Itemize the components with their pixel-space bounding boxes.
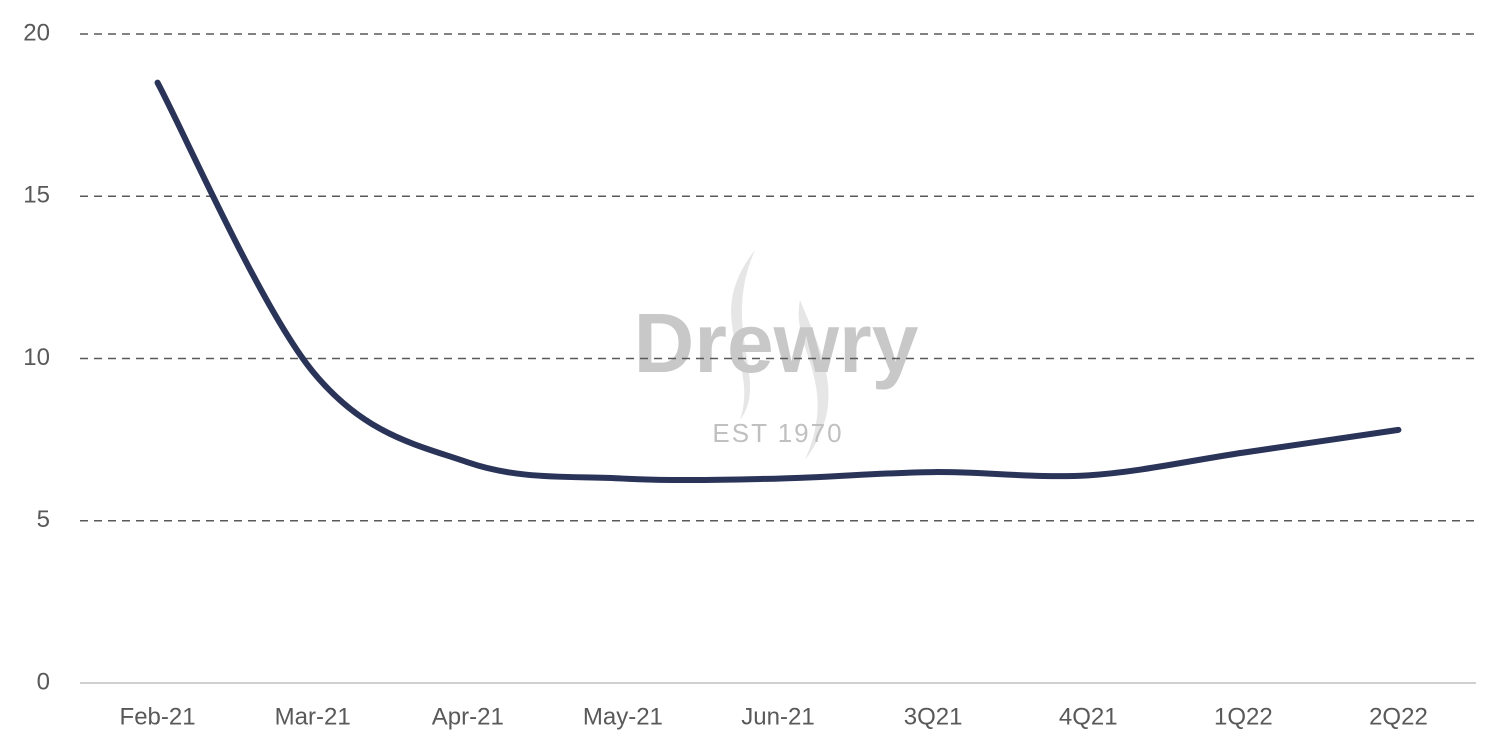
x-tick-label: Mar-21 — [275, 703, 351, 730]
x-tick-label: Jun-21 — [741, 703, 814, 730]
y-tick-label: 10 — [23, 344, 50, 371]
y-tick-label: 20 — [23, 19, 50, 46]
y-tick-label: 0 — [37, 668, 50, 695]
y-tick-label: 15 — [23, 182, 50, 209]
y-tick-label: 5 — [37, 506, 50, 533]
x-tick-label: 1Q22 — [1214, 703, 1273, 730]
x-tick-label: 4Q21 — [1059, 703, 1118, 730]
watermark-title: Drewry — [634, 296, 919, 390]
x-tick-label: 3Q21 — [904, 703, 963, 730]
watermark-subtitle: EST 1970 — [712, 418, 843, 448]
data-line — [154, 79, 1402, 484]
watermark-flame — [731, 250, 829, 460]
x-tick-label: 2Q22 — [1369, 703, 1428, 730]
x-tick-label: Apr-21 — [432, 703, 504, 730]
x-tick-label: May-21 — [583, 703, 663, 730]
x-tick-label: Feb-21 — [120, 703, 196, 730]
